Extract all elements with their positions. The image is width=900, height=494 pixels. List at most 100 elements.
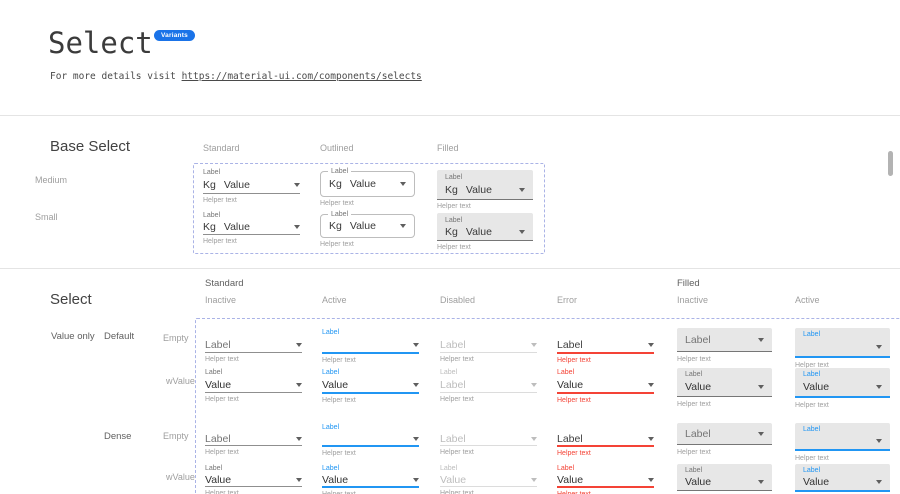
select-input-row [803,434,882,447]
select-floating-label [557,328,654,338]
select-input-row: Label [557,338,654,354]
select-floating-label [440,328,537,338]
select-standard-error-default-empty[interactable]: Label Helper text [557,328,654,364]
select-standard-disabled-dense-wvalue[interactable]: Label Value Helper text [440,464,537,494]
base-select-component-boundary [193,163,545,254]
material-ui-link[interactable]: https://material-ui.com/components/selec… [181,71,422,82]
select-value-text: Value [465,225,492,238]
select-input-row: Label [685,427,764,440]
select-standard-inactive-dense-wvalue[interactable]: Label Value Helper text [205,464,302,494]
select-input-row: Label [685,333,764,347]
select-standard-disabled-default-empty[interactable]: Label Helper text [440,328,537,363]
select-filled-active-dense-empty[interactable]: Label Helper text [795,423,890,462]
select-input-row [322,338,419,354]
select-floating-label: Label [803,331,821,338]
base-select-outlined-small[interactable]: Label Kg Value Helper text [320,210,415,248]
select-helper-text: Helper text [322,450,356,457]
select-adornment: Kg [329,178,342,190]
select-filled-inactive-dense-empty[interactable]: Label Helper text [677,423,772,456]
select-standard-active-default-empty[interactable]: Label Helper text [322,328,419,364]
dropdown-arrow-icon [758,479,764,484]
dropdown-arrow-icon [413,436,419,441]
select-standard-active-default-wvalue[interactable]: Label Value Helper text [322,368,419,404]
select-filled-active-default-wvalue[interactable]: Label Value Helper text [795,368,890,409]
select-filled-box: Label Value [677,464,772,491]
select-standard-disabled-default-wvalue[interactable]: Label Label Helper text [440,368,537,403]
select-value-text: Value [685,381,712,393]
select-input-row: Value [685,380,764,394]
subtitle: For more details visit https://material-… [50,71,422,82]
select-floating-label: Label [685,467,703,474]
select-helper-text: Helper text [677,356,711,363]
select-value-text: Label [205,432,231,445]
dropdown-arrow-icon [876,438,882,443]
base-select-outlined-medium[interactable]: Label Kg Value Helper text [320,167,415,207]
select-filled-box: Label Value [677,368,772,397]
select-adornment: Kg [203,179,216,191]
select-filled-box: Label [677,328,772,352]
select-value-text: Value [322,379,349,391]
select-filled-box: Label [795,423,890,451]
select-input-row: Label [440,338,537,353]
select-floating-label: Label [557,369,575,376]
dropdown-arrow-icon [531,436,537,441]
select-helper-text: Helper text [320,200,354,207]
select-floating-label: Label [803,467,821,474]
dropdown-arrow-icon [296,343,302,347]
row-default-empty: Empty [163,333,189,343]
select-standard-active-dense-empty[interactable]: Label Helper text [322,423,419,457]
select-filled-inactive-default-wvalue[interactable]: Label Value Helper text [677,368,772,408]
select-filled-active-default-empty[interactable]: Label Helper text [795,328,890,369]
col-filled-inactive: Inactive [677,295,709,305]
base-select-standard-medium[interactable]: Label Kg Value Helper text [203,168,300,204]
select-helper-text: Helper text [320,241,354,248]
select-standard-error-dense-empty[interactable]: Label Helper text [557,423,654,457]
select-standard-error-default-wvalue[interactable]: Label Value Helper text [557,368,654,404]
select-floating-label: Label [322,424,340,431]
select-standard-inactive-dense-empty[interactable]: Label Helper text [205,423,302,456]
select-helper-text: Helper text [205,356,239,363]
select-value-text: Value [223,221,250,233]
select-value-text: Value [803,381,830,393]
select-input-row: Value [322,473,419,488]
dropdown-arrow-icon [876,345,882,349]
select-helper-text: Helper text [203,238,237,245]
select-section-heading: Select [50,291,92,308]
select-standard-disabled-dense-empty[interactable]: Label Helper text [440,423,537,456]
group-filled: Filled [677,278,700,289]
select-input-row: Value [803,380,882,394]
select-input-row: Value [205,473,302,487]
select-standard-inactive-default-empty[interactable]: Label Helper text [205,328,302,363]
select-floating-label: Label [440,465,458,472]
select-helper-text: Helper text [205,490,239,494]
select-adornment: Kg [445,225,458,238]
base-select-filled-medium[interactable]: Label Kg Value Helper text [437,170,533,210]
scrollbar-thumb[interactable] [888,151,893,176]
select-input-row: Label [440,378,537,393]
dropdown-arrow-icon [413,343,419,347]
row-dense-empty: Empty [163,431,189,441]
select-input-row: Label [205,432,302,446]
select-standard-inactive-default-wvalue[interactable]: Label Value Helper text [205,368,302,403]
col-standard-disabled: Disabled [440,295,476,305]
select-value-text: Value [322,473,349,486]
select-floating-label: Label [445,174,463,181]
dropdown-arrow-icon [758,385,764,389]
select-filled-inactive-default-empty[interactable]: Label Helper text [677,328,772,363]
select-value-text: Value [223,179,250,191]
header-divider [0,115,900,116]
select-input-row: Value [322,378,419,394]
select-floating-label: Label [322,465,340,472]
select-helper-text: Helper text [322,397,356,404]
dropdown-arrow-icon [758,337,764,342]
select-helper-text: Helper text [795,402,829,409]
base-select-standard-small[interactable]: Label Kg Value Helper text [203,211,300,245]
select-helper-text: Helper text [437,244,471,251]
select-floating-label [557,423,654,432]
col-standard-inactive: Inactive [205,295,237,305]
base-select-filled-small[interactable]: Label Kg Value Helper text [437,213,533,251]
